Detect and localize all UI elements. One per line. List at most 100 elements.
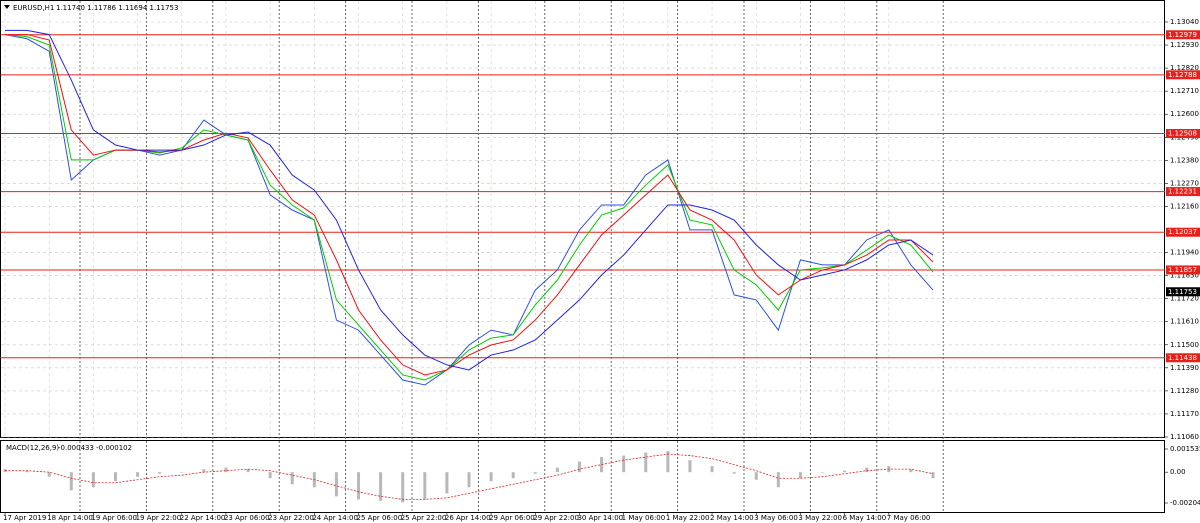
macd-bar (180, 472, 184, 473)
x-tick-label: 19 Apr 06:00 (91, 514, 137, 522)
y-tick-label: 1.12930 (1170, 41, 1199, 49)
y-tick-label: 1.11830 (1170, 272, 1199, 280)
macd-bar (533, 472, 537, 474)
chart-title: EURUSD,H1 (13, 4, 54, 12)
macd-bar (25, 470, 29, 473)
macd-bar (555, 467, 559, 473)
x-tick-label: 19 Apr 22:00 (136, 514, 182, 522)
x-tick-label: 18 Apr 14:00 (47, 514, 93, 522)
y-tick-label: 1.12160 (1170, 202, 1199, 210)
x-tick-label: 25 Apr 06:00 (357, 514, 403, 522)
moving-average (5, 29, 934, 371)
macd-title: MACD(12,26,9) (6, 444, 59, 452)
x-tick-label: 23 Apr 06:00 (224, 514, 270, 522)
price-level-tag (1166, 353, 1200, 363)
y-tick-label: 1.12380 (1170, 156, 1199, 164)
macd-bar (511, 472, 515, 479)
y-tick-label: 1.11390 (1170, 364, 1199, 372)
y-tick-label: 1.11720 (1170, 295, 1199, 303)
price-level-label: 1.12508 (1168, 130, 1197, 138)
macd-bar (798, 472, 802, 479)
macd-subtitle: -0.000433 -0.000102 (58, 444, 132, 452)
macd-bar (401, 472, 405, 503)
macd-bar (357, 472, 361, 500)
macd-bar (467, 472, 471, 488)
x-tick-label: 30 Apr 14:00 (577, 514, 623, 522)
macd-bar (666, 451, 670, 473)
macd-bar (202, 469, 206, 473)
x-tick-label: 7 May 06:00 (887, 514, 931, 522)
y-tick-label: 0.001535 (1170, 445, 1200, 453)
price-level-tag (1166, 265, 1200, 275)
price-panel (0, 0, 1165, 438)
macd-bar (732, 472, 736, 474)
menu-arrow[interactable] (4, 5, 10, 9)
x-tick-label: 22 Apr 14:00 (180, 514, 226, 522)
x-tick-label: 3 May 22:00 (798, 514, 842, 522)
macd-bar (268, 472, 272, 479)
macd-bar (843, 470, 847, 473)
macd-bar (290, 472, 294, 485)
price-level-label: 1.12231 (1168, 188, 1197, 196)
y-tick-label: 1.11940 (1170, 249, 1199, 257)
price-level-tag (1166, 30, 1200, 40)
y-tick-label: 1.11610 (1170, 318, 1199, 326)
price-level-label: 1.12788 (1168, 71, 1197, 79)
macd-panel (0, 440, 1165, 513)
y-tick-label: 1.12710 (1170, 87, 1199, 95)
macd-bar (158, 472, 162, 474)
macd-bar (821, 472, 825, 473)
y-tick-label: 1.12820 (1170, 64, 1199, 72)
macd-bar (754, 472, 758, 480)
macd-bar (379, 472, 383, 501)
price-line (4, 34, 934, 386)
y-tick-label: 1.13040 (1170, 18, 1199, 26)
macd-bar (445, 472, 449, 494)
macd-bar (688, 460, 692, 473)
macd-bar (710, 466, 714, 473)
x-tick-label: 1 May 22:00 (666, 514, 710, 522)
macd-bar (136, 472, 140, 477)
macd-bar (865, 467, 869, 473)
x-tick-label: 24 Apr 14:00 (312, 514, 358, 522)
price-level-label: 1.12979 (1168, 31, 1197, 39)
macd-bar (776, 472, 780, 488)
macd-bar (246, 469, 250, 473)
moving-average (4, 34, 934, 381)
macd-bar (622, 455, 626, 473)
macd-bar (577, 461, 581, 473)
x-tick-label: 23 Apr 22:00 (268, 514, 314, 522)
x-tick-label: 6 May 14:00 (843, 514, 887, 522)
macd-bar (909, 469, 913, 473)
macd-signal (5, 453, 934, 500)
x-tick-label: 25 Apr 22:00 (401, 514, 447, 522)
chart-subtitle: 1.11740 1.11786 1.11694 1.11753 (56, 4, 178, 12)
macd-bar (91, 472, 95, 488)
macd-bar (334, 472, 338, 497)
price-level-label: 1.11438 (1168, 354, 1197, 362)
macd-bar (423, 472, 427, 500)
x-tick-label: 17 Apr 2019 (3, 514, 46, 522)
macd-bar (69, 472, 73, 491)
x-tick-label: 29 Apr 06:00 (489, 514, 535, 522)
y-tick-label: 1.12270 (1170, 179, 1199, 187)
x-tick-label: 29 Apr 22:00 (533, 514, 579, 522)
price-level-tag (1166, 227, 1200, 237)
current-price-label: 1.11753 (1168, 288, 1197, 296)
x-tick-label: 26 Apr 14:00 (445, 514, 491, 522)
price-level-tag (1166, 129, 1200, 139)
macd-bar (489, 472, 493, 482)
x-tick-label: 1 May 06:00 (622, 514, 666, 522)
macd-bar (931, 472, 935, 479)
price-level-label: 1.11857 (1168, 266, 1197, 274)
x-tick-label: 2 May 14:00 (710, 514, 754, 522)
y-tick-label: 1.11280 (1170, 387, 1199, 395)
y-tick-label: 1.11500 (1170, 341, 1199, 349)
y-tick-label: 0.00 (1170, 468, 1186, 476)
y-tick-label: 1.11170 (1170, 410, 1199, 418)
macd-bar (224, 467, 228, 473)
macd-bar (47, 472, 51, 477)
current-price-tag (1166, 287, 1200, 297)
